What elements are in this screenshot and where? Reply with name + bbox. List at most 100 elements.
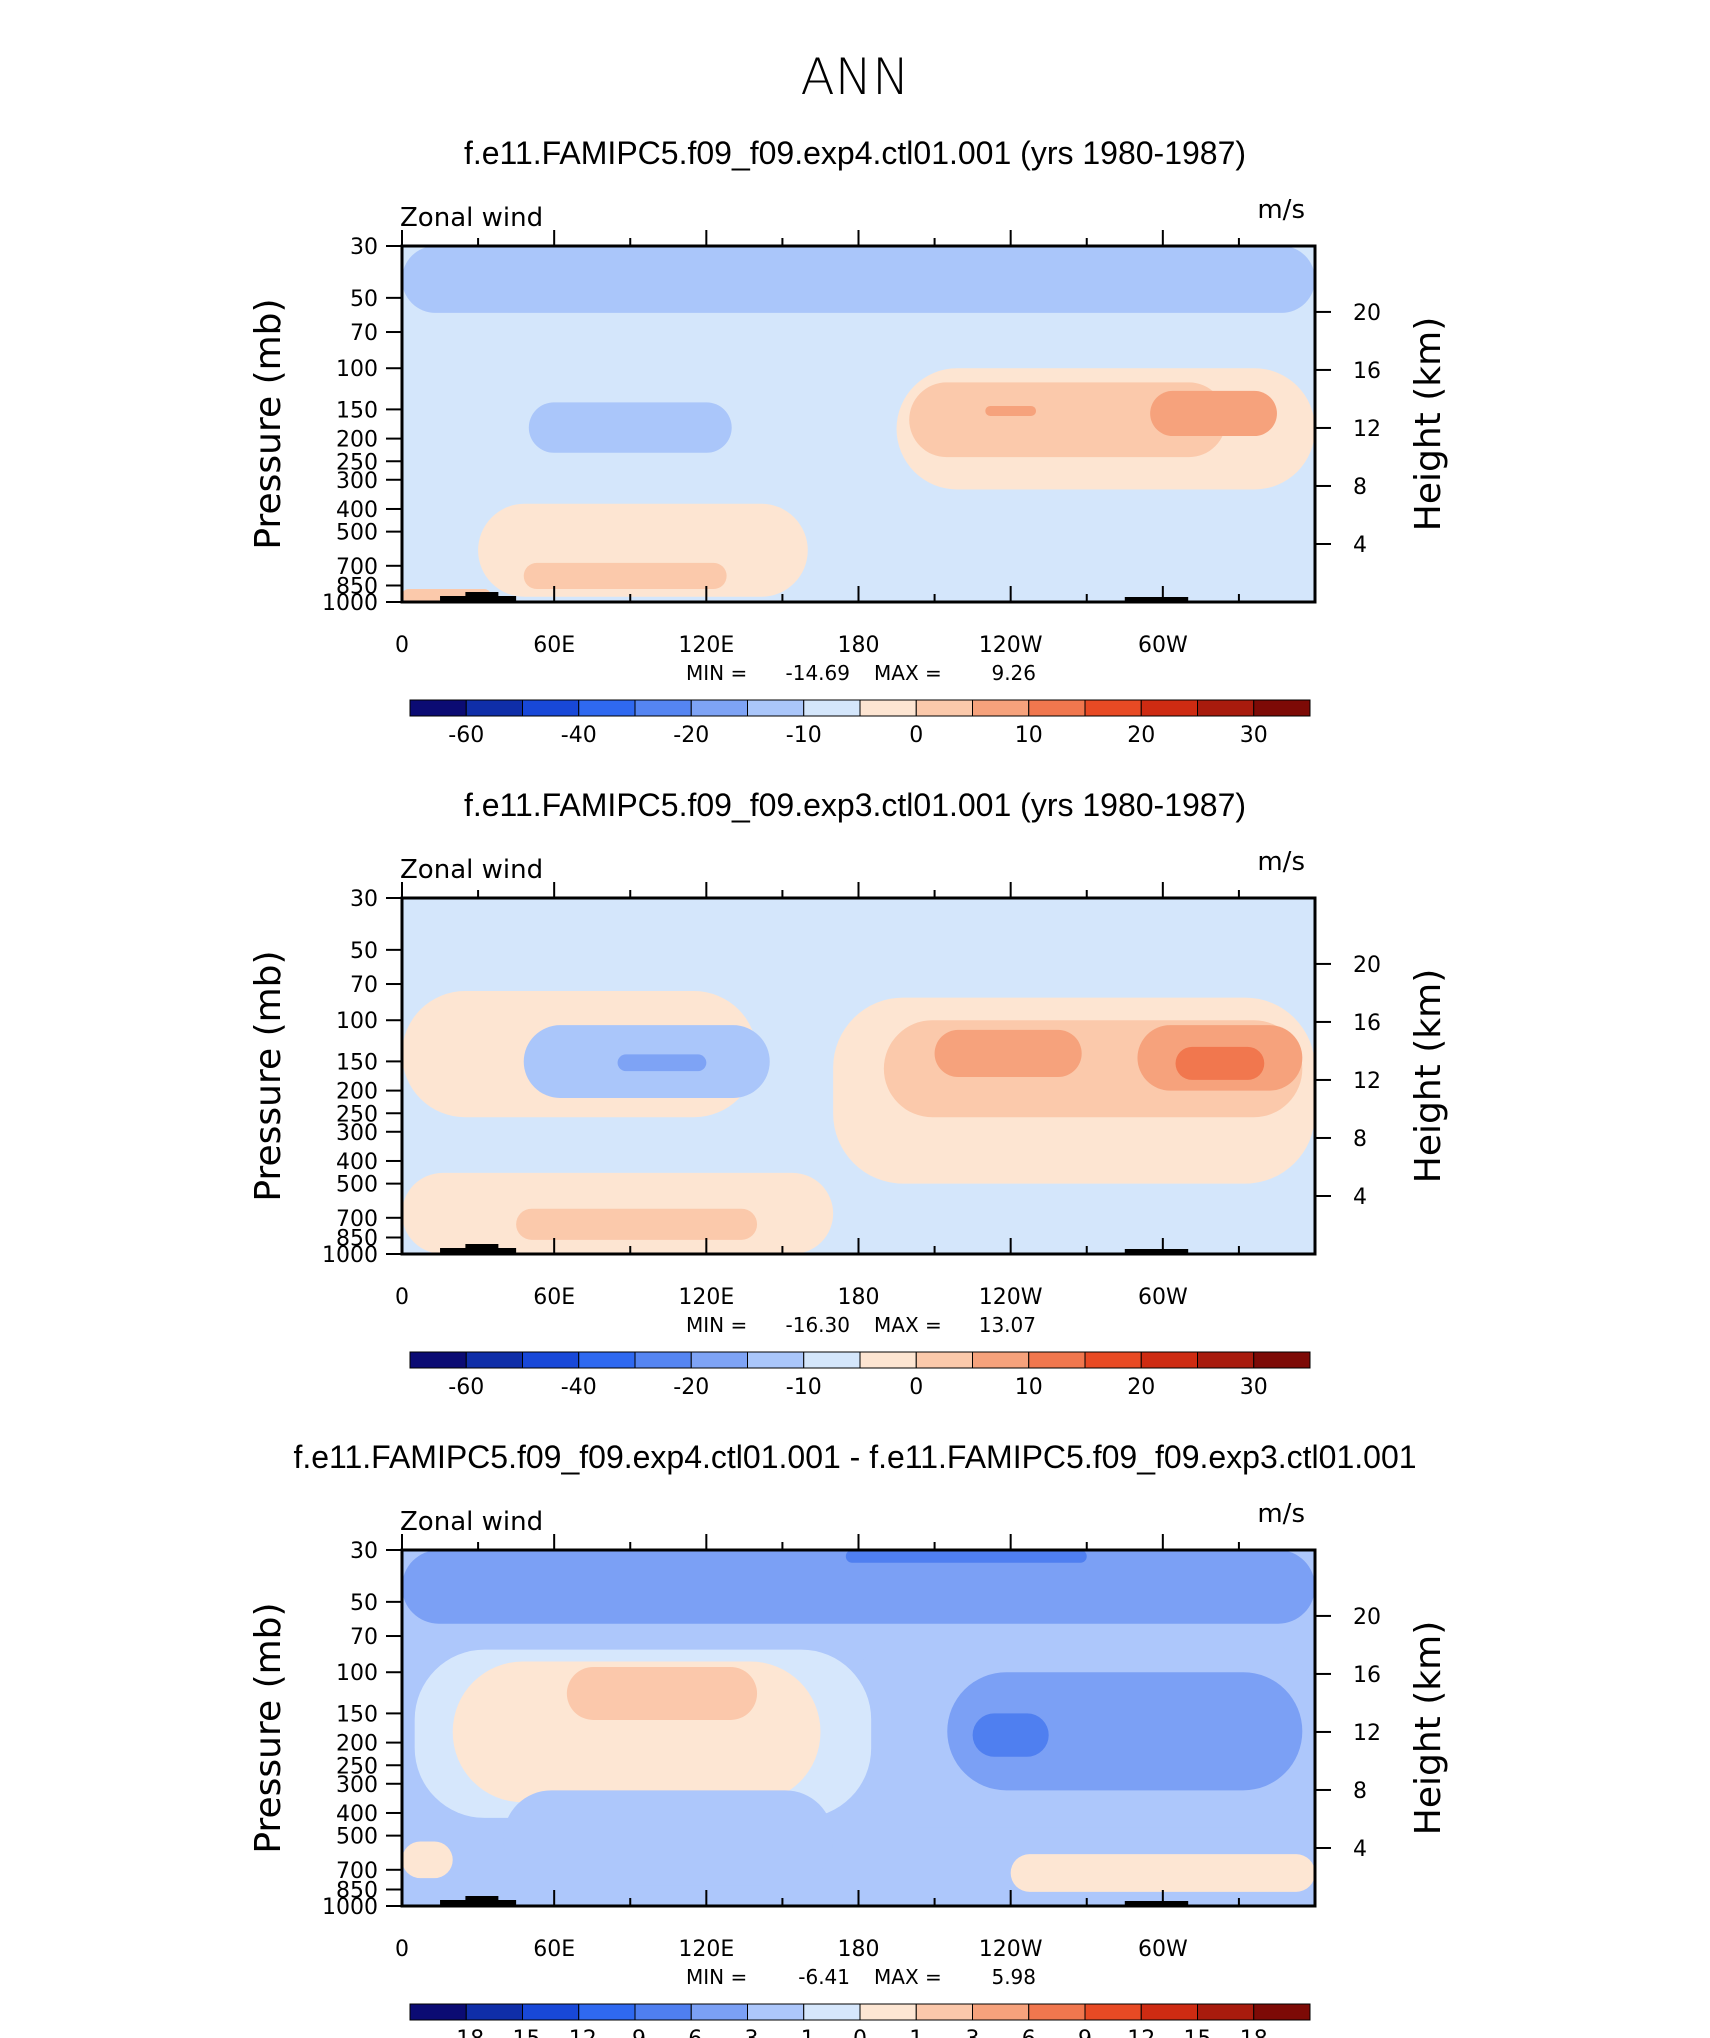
colorbar-box [803, 2003, 861, 2021]
contour-region [934, 1029, 1082, 1078]
y2-tick-label: 12 [1353, 1069, 1381, 1094]
contour-region [516, 1208, 758, 1240]
colorbar-box [803, 699, 861, 717]
figure-title: ANN [800, 48, 909, 106]
x-tick-label: 60E [533, 1937, 575, 1962]
y-tick-label: 50 [350, 1591, 378, 1616]
topography-mask [1124, 1249, 1189, 1254]
contour-region [947, 1672, 1303, 1791]
variable-label: Zonal wind [400, 855, 543, 885]
y-tick-label: 150 [336, 1702, 378, 1727]
y2-tick-label: 20 [1353, 301, 1381, 326]
topography-mask [465, 592, 499, 602]
colorbar-label: 15 [1184, 2027, 1212, 2038]
y-axis-label: Pressure (mb) [248, 298, 289, 549]
x-tick-label: 120W [979, 1937, 1043, 1962]
colorbar-box [1253, 2003, 1311, 2021]
x-tick-label: 120E [678, 1285, 734, 1310]
contour-region [1010, 1854, 1315, 1892]
y2-tick-label: 20 [1353, 1605, 1381, 1630]
y2-tick-label: 4 [1353, 1185, 1367, 1210]
y-tick-label: 850 [336, 575, 378, 600]
units-label: m/s [1257, 1499, 1305, 1529]
max-value: 9.26 [991, 661, 1036, 685]
chart-panel-1: f.e11.FAMIPC5.f09_f09.exp4.ctl01.001 (yr… [248, 135, 1449, 748]
x-tick-label: 180 [838, 1937, 880, 1962]
contour-region [503, 1790, 834, 1886]
colorbar-box [972, 699, 1030, 717]
y-tick-label: 850 [336, 1879, 378, 1904]
colorbar-box [859, 2003, 917, 2021]
contour-field [402, 1550, 1315, 1906]
colorbar-label: -3 [737, 2027, 759, 2038]
contour-region [845, 1550, 1087, 1563]
colorbar-label: 3 [966, 2027, 980, 2038]
colorbar-box [690, 699, 748, 717]
contour-region [452, 357, 1037, 487]
contour-region [402, 1550, 1315, 1624]
colorbar-box [1253, 699, 1311, 717]
x-tick-label: 120E [678, 1937, 734, 1962]
colorbar-box [578, 699, 636, 717]
colorbar-box [1028, 699, 1086, 717]
variable-label: Zonal wind [400, 1507, 543, 1537]
variable-label: Zonal wind [400, 203, 543, 233]
x-tick-label: 0 [395, 633, 409, 658]
y2-tick-label: 4 [1353, 533, 1367, 558]
y-tick-label: 70 [350, 973, 378, 998]
min-label: MIN = [686, 1965, 747, 1989]
y-tick-label: 70 [350, 1625, 378, 1650]
colorbar-box [1197, 699, 1255, 717]
colorbar-label: -10 [786, 1375, 822, 1400]
colorbar-label: -18 [448, 2027, 484, 2038]
colorbar-label: 20 [1127, 723, 1155, 748]
contour-region [523, 562, 727, 590]
y2-tick-label: 8 [1353, 475, 1367, 500]
panel-title: f.e11.FAMIPC5.f09_f09.exp3.ctl01.001 (yr… [464, 787, 1246, 823]
colorbar-box [747, 1351, 805, 1369]
x-tick-label: 120E [678, 633, 734, 658]
y-tick-label: 250 [336, 1102, 378, 1127]
colorbar-label: -6 [680, 2027, 702, 2038]
colorbar-box [578, 2003, 636, 2021]
colorbar-box [747, 2003, 805, 2021]
y-tick-label: 70 [350, 321, 378, 346]
colorbar-label: -20 [673, 723, 709, 748]
x-tick-label: 0 [395, 1937, 409, 1962]
y2-axis-label: Height (km) [1408, 1621, 1449, 1835]
y2-tick-label: 12 [1353, 417, 1381, 442]
units-label: m/s [1257, 195, 1305, 225]
colorbar-label: 0 [853, 2027, 867, 2038]
y-tick-label: 100 [336, 357, 378, 382]
contour-region [985, 405, 1037, 416]
y2-tick-label: 8 [1353, 1779, 1367, 1804]
colorbar-box [578, 1351, 636, 1369]
chart-panel-2: f.e11.FAMIPC5.f09_f09.exp3.ctl01.001 (yr… [248, 787, 1449, 1400]
panel-title: f.e11.FAMIPC5.f09_f09.exp4.ctl01.001 (yr… [464, 135, 1246, 171]
max-label: MAX = [874, 1965, 942, 1989]
contour-field [402, 246, 1315, 602]
max-label: MAX = [874, 1313, 942, 1337]
colorbar-label: -9 [624, 2027, 646, 2038]
colorbar-label: 6 [1022, 2027, 1036, 2038]
y-tick-label: 30 [350, 1539, 378, 1564]
x-tick-label: 60W [1138, 1937, 1188, 1962]
y2-tick-label: 16 [1353, 1663, 1381, 1688]
y-tick-label: 700 [336, 1207, 378, 1232]
colorbar-label: -40 [561, 723, 597, 748]
colorbar-label: 9 [1078, 2027, 1092, 2038]
colorbar-box [409, 2003, 467, 2021]
colorbar-label: -60 [448, 723, 484, 748]
y-tick-label: 700 [336, 555, 378, 580]
y2-tick-label: 16 [1353, 359, 1381, 384]
colorbar-box [1140, 2003, 1198, 2021]
y-tick-label: 150 [336, 398, 378, 423]
y-tick-label: 400 [336, 498, 378, 523]
colorbar-box [465, 699, 523, 717]
colorbar-box [409, 1351, 467, 1369]
y-tick-label: 50 [350, 939, 378, 964]
x-tick-label: 180 [838, 1285, 880, 1310]
y-tick-label: 100 [336, 1661, 378, 1686]
colorbar-box [1084, 699, 1142, 717]
